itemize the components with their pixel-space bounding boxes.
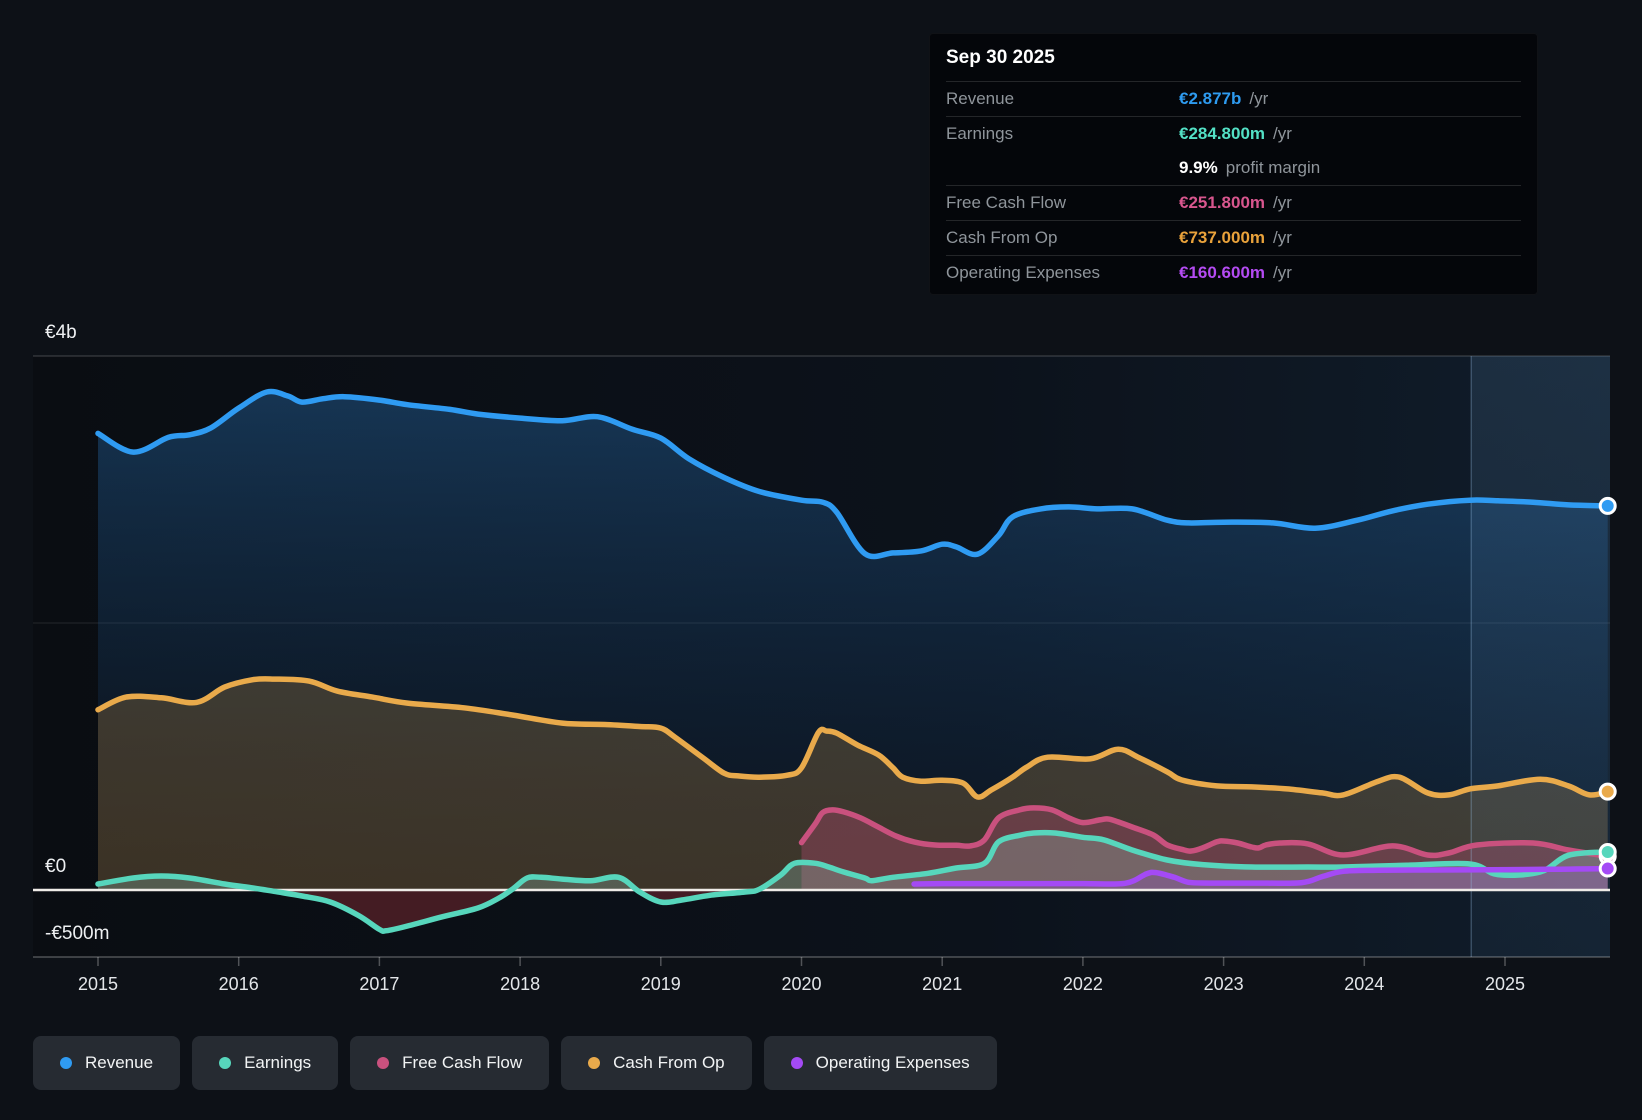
tooltip-suffix: /yr: [1273, 228, 1292, 247]
tooltip-value: €160.600m: [1179, 263, 1266, 282]
tooltip-row-profit-margin: 9.9% profit margin: [946, 151, 1521, 185]
series-line-cash-from-op: [95, 676, 1611, 800]
tooltip-suffix: /yr: [1273, 124, 1292, 143]
tooltip-label: Free Cash Flow: [946, 193, 1066, 212]
legend-label: Revenue: [85, 1053, 154, 1072]
x-tick-label-2024: 2024: [1344, 974, 1384, 994]
tooltip-suffix: /yr: [1273, 193, 1292, 212]
series-line-earnings: [95, 829, 1611, 934]
x-tick-label-2025: 2025: [1485, 974, 1525, 994]
x-tick-label-2022: 2022: [1063, 974, 1103, 994]
tooltip-row-earnings: Earnings €284.800m /yr: [946, 116, 1521, 151]
legend-label: Free Cash Flow: [402, 1053, 523, 1072]
legend-label: Cash From Op: [613, 1053, 725, 1072]
legend-item-operating-expenses[interactable]: Operating Expenses: [763, 1036, 997, 1090]
earnings-dot-icon: [219, 1057, 232, 1069]
x-tick-label-2018: 2018: [500, 974, 540, 994]
legend-item-earnings[interactable]: Earnings: [192, 1036, 339, 1090]
highlight-band: [1471, 356, 1610, 957]
legend-label: Operating Expenses: [815, 1053, 970, 1072]
x-tick-label-2023: 2023: [1204, 974, 1244, 994]
tooltip-suffix: profit margin: [1225, 158, 1321, 177]
x-tick-label-2019: 2019: [641, 974, 681, 994]
tooltip-row-free-cash-flow: Free Cash Flow €251.800m /yr: [946, 185, 1521, 220]
end-dot-revenue: [1598, 496, 1617, 515]
end-dot-operating-expenses: [1598, 859, 1617, 878]
tooltip-value: 9.9%: [1179, 158, 1218, 177]
tooltip-value: €251.800m: [1179, 193, 1266, 212]
end-dot-earnings: [1598, 842, 1617, 861]
x-tick-label-2020: 2020: [781, 974, 821, 994]
x-tick-label-2017: 2017: [359, 974, 399, 994]
cash-from-op-dot-icon: [588, 1057, 601, 1069]
tooltip-label: Cash From Op: [946, 228, 1058, 247]
tooltip-date: Sep 30 2025: [946, 46, 1055, 68]
tooltip-value: €284.800m: [1179, 124, 1266, 143]
legend: Revenue Earnings Free Cash Flow Cash Fro…: [33, 1036, 997, 1090]
series-area-cash-from-op: [98, 678, 1608, 890]
series-area-revenue: [98, 391, 1608, 890]
revenue-dot-icon: [60, 1057, 72, 1069]
y-tick-label: -€500m: [45, 923, 109, 944]
tooltip-suffix: /yr: [1249, 89, 1269, 108]
series-area-negative-earnings: [98, 890, 1608, 932]
legend-item-cash-from-op[interactable]: Cash From Op: [561, 1036, 752, 1090]
tooltip-label: Revenue: [946, 89, 1015, 108]
y-tick-label: €4b: [45, 322, 77, 343]
tooltip-panel: Sep 30 2025 Revenue €2.877b /yr Earnings…: [929, 33, 1538, 295]
x-tick-label-2015: 2015: [78, 974, 118, 994]
tooltip-value: €2.877b: [1179, 89, 1242, 108]
series-line-operating-expenses: [911, 865, 1611, 887]
tooltip-row-revenue: Revenue €2.877b /yr: [946, 81, 1521, 116]
free-cash-flow-dot-icon: [377, 1057, 390, 1069]
tooltip-label: Earnings: [946, 124, 1014, 143]
series-line-free-cash-flow: [798, 805, 1611, 860]
tooltip-value: €737.000m: [1179, 228, 1266, 247]
series-line-revenue: [95, 388, 1611, 560]
operating-expenses-dot-icon: [790, 1057, 803, 1069]
series-area-earnings: [98, 832, 1608, 890]
legend-item-free-cash-flow[interactable]: Free Cash Flow: [350, 1036, 550, 1090]
tooltip-label: Operating Expenses: [946, 263, 1101, 282]
x-tick-label-2021: 2021: [922, 974, 962, 994]
end-dot-cash-from-op: [1598, 782, 1617, 801]
tooltip-suffix: /yr: [1273, 263, 1292, 282]
x-tick-label-2016: 2016: [219, 974, 259, 994]
legend-label: Earnings: [244, 1053, 312, 1072]
tooltip-row-operating-expenses: Operating Expenses €160.600m /yr: [946, 255, 1521, 290]
y-tick-label: €0: [45, 856, 66, 877]
tooltip-row-cash-from-op: Cash From Op €737.000m /yr: [946, 220, 1521, 255]
legend-item-revenue[interactable]: Revenue: [33, 1036, 181, 1090]
